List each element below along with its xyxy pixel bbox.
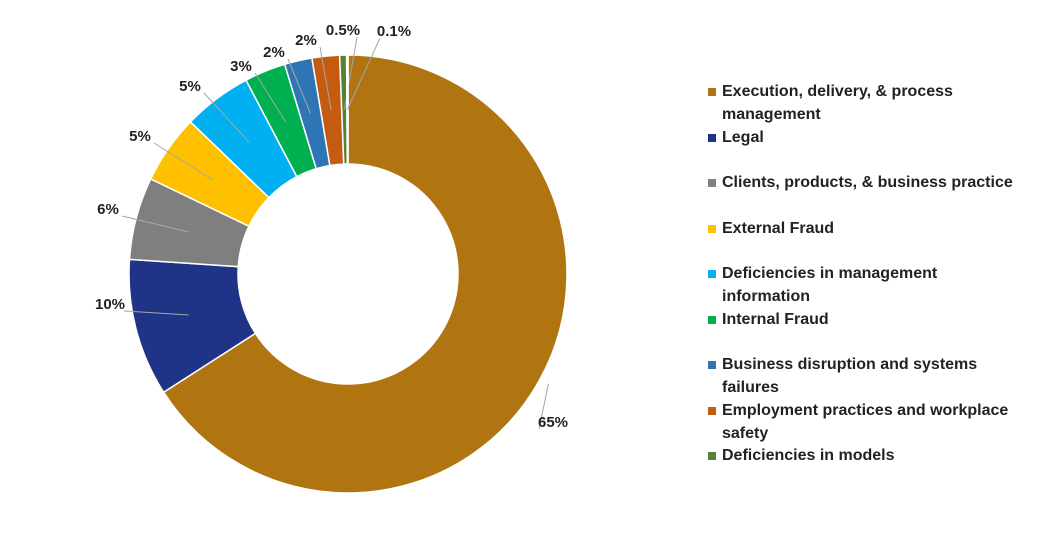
data-label: 3% — [230, 58, 252, 75]
leader-line — [287, 58, 312, 115]
data-label: 6% — [97, 201, 119, 218]
leader-line — [538, 383, 549, 430]
data-label: 5% — [129, 128, 151, 145]
leader-line — [254, 72, 287, 123]
legend-entry: Internal Fraud — [708, 308, 1022, 331]
legend-label: Clients, products, & business practice — [722, 174, 1013, 191]
leader-line — [153, 142, 214, 181]
leader-line — [347, 37, 381, 110]
legend-label: Internal Fraud — [722, 311, 829, 328]
data-label: 2% — [295, 32, 317, 49]
legend-label: Legal — [722, 129, 764, 146]
leader-line — [319, 46, 332, 111]
donut-slice — [162, 54, 568, 494]
legend-entry: Deficiencies in models — [708, 444, 1022, 467]
legend-swatch — [708, 452, 716, 460]
legend-entry: Legal — [708, 126, 1022, 149]
legend-swatch — [708, 270, 716, 278]
legend-entry: Execution, delivery, & process managemen… — [708, 80, 1022, 126]
data-label: 2% — [263, 44, 285, 61]
legend-label: Execution, delivery, & process managemen… — [722, 83, 953, 123]
leader-line — [203, 92, 250, 143]
legend-entry: External Fraud — [708, 217, 1022, 240]
data-label: 5% — [179, 78, 201, 95]
legend-label: Employment practices and workplace safet… — [722, 402, 1009, 442]
donut-slice — [345, 54, 349, 165]
legend-swatch — [708, 316, 716, 324]
legend-label: Deficiencies in models — [722, 447, 895, 464]
leader-line — [123, 310, 189, 316]
legend-entry: Deficiencies in management information — [708, 262, 1022, 308]
legend-label: Business disruption and systems failures — [722, 356, 978, 396]
legend-entry: Employment practices and workplace safet… — [708, 399, 1022, 445]
data-label: 10% — [95, 296, 125, 313]
data-label: 65% — [538, 414, 568, 431]
legend-label: Deficiencies in management information — [722, 265, 938, 305]
legend-swatch — [708, 225, 716, 233]
legend-swatch — [708, 361, 716, 369]
legend-entry: Clients, products, & business practice — [708, 171, 1022, 194]
legend-swatch — [708, 179, 716, 187]
legend-swatch — [708, 407, 716, 415]
data-label: 0.1% — [377, 23, 411, 40]
legend-swatch — [708, 134, 716, 142]
leader-line — [121, 215, 190, 233]
legend-label: External Fraud — [722, 220, 835, 237]
legend-entry: Business disruption and systems failures — [708, 353, 1022, 399]
data-label: 0.5% — [326, 22, 360, 39]
legend-swatch — [708, 88, 716, 96]
